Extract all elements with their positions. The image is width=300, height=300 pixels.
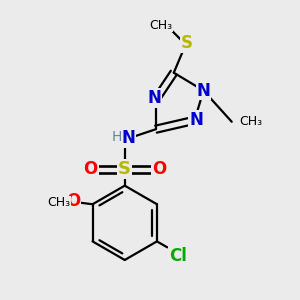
Text: CH₃: CH₃ (149, 19, 172, 32)
Text: H: H (112, 130, 122, 144)
Text: N: N (189, 111, 203, 129)
Text: CH₃: CH₃ (239, 115, 262, 128)
Text: CH₃: CH₃ (47, 196, 70, 209)
Text: O: O (66, 192, 80, 210)
Text: N: N (122, 129, 135, 147)
Text: O: O (83, 160, 98, 178)
Text: S: S (118, 160, 131, 178)
Text: S: S (181, 34, 193, 52)
Text: N: N (148, 89, 161, 107)
Text: O: O (152, 160, 166, 178)
Text: Cl: Cl (169, 247, 187, 265)
Text: N: N (196, 82, 210, 100)
